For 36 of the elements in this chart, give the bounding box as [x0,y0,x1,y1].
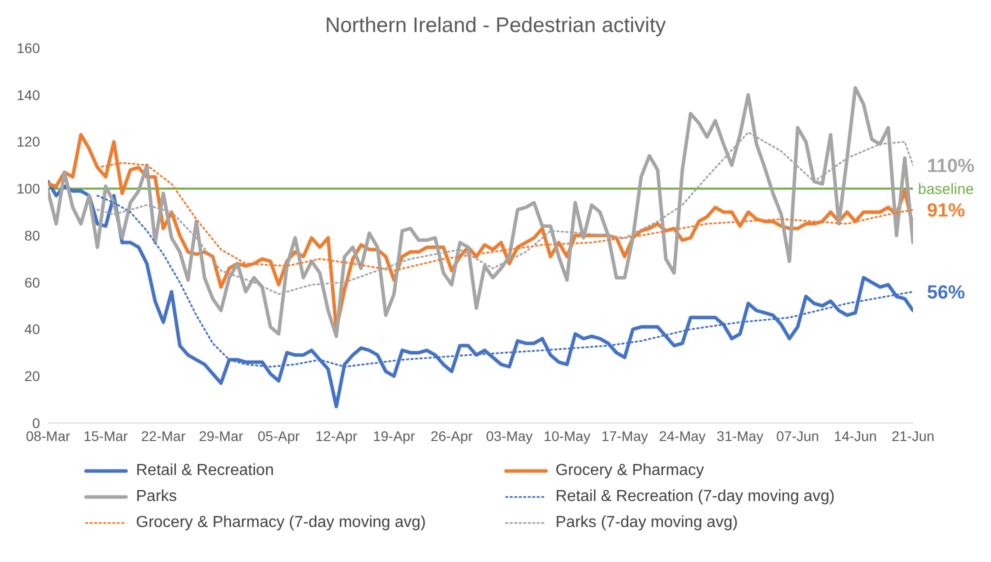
x-tick-label: 19-Apr [372,428,416,444]
y-tick-label: 40 [24,321,40,338]
y-tick-label: 80 [24,227,40,244]
ref-line-label: baseline [918,180,974,198]
x-tick-label: 12-Apr [315,428,358,444]
y-tick-label: 60 [24,274,40,290]
x-tick-label: 03-May [486,428,533,444]
x-tick-label: 05-Apr [258,428,300,444]
x-tick-label: 17-May [601,428,648,444]
annotation: 56% [927,282,966,304]
legend-label: Grocery & Pharmacy [556,462,704,480]
y-tick-label: 160 [16,40,40,56]
y-tick-label: 100 [16,180,40,197]
y-tick-label: 140 [16,86,40,103]
x-tick-label: 15-Mar [83,428,128,444]
legend-label: Parks [136,488,177,506]
y-tick-label: 120 [16,134,40,150]
y-tick-label: 20 [24,368,40,384]
legend-label: Retail & Recreation (7-day moving avg) [556,488,835,506]
line-series [48,180,913,408]
x-tick-label: 26-Apr [430,428,474,444]
legend-label: Retail & Recreation [136,462,274,480]
annotation: 91% [927,200,966,222]
line-series [48,86,913,338]
annotation: 110% [927,156,975,177]
legend-label: Parks (7-day moving avg) [556,514,738,532]
x-tick-label: 22-Mar [141,428,186,444]
x-tick-label: 07-Jun [776,428,820,444]
x-tick-label: 24-May [658,428,706,444]
x-tick-label: 29-Mar [198,428,244,444]
x-tick-label: 21-Jun [892,428,934,444]
x-tick-label: 10-May [544,428,590,444]
legend-label: Grocery & Pharmacy (7-day moving avg) [136,514,426,532]
chart-title: Northern Ireland - Pedestrian activity [324,13,667,38]
x-tick-label: 14-Jun [834,428,877,444]
x-tick-label: 31-May [716,428,764,444]
